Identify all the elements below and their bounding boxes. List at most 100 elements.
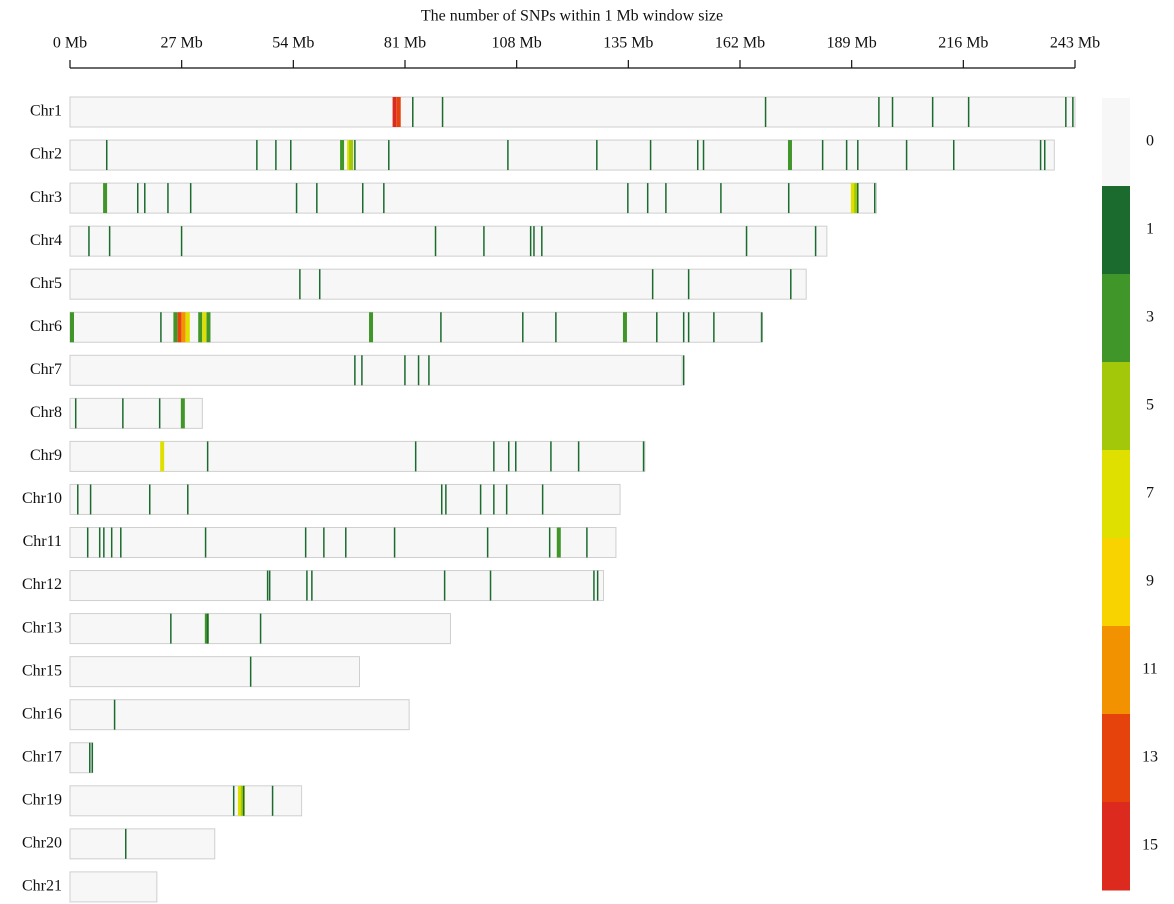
snp-window — [483, 226, 485, 257]
snp-window — [745, 226, 748, 257]
chromosome-label: Chr8 — [30, 404, 62, 421]
chromosome-label: Chr9 — [30, 447, 62, 464]
snp-window — [170, 613, 172, 644]
chromosome-bar — [69, 828, 216, 860]
snp-window — [479, 484, 482, 515]
snp-window — [206, 441, 209, 472]
snp-window — [952, 140, 955, 171]
snp-window — [687, 269, 690, 300]
chromosome-bar — [69, 527, 617, 558]
snp-window — [103, 527, 105, 558]
snp-window — [198, 312, 203, 343]
legend-label: 3 — [1146, 309, 1154, 326]
snp-window — [361, 355, 363, 386]
snp-window — [440, 484, 443, 515]
snp-window — [493, 441, 495, 472]
snp-window — [242, 785, 245, 816]
snp-window — [323, 527, 325, 558]
snp-window — [88, 226, 90, 257]
snp-window — [345, 527, 347, 558]
snp-window — [507, 140, 509, 171]
chromosome-label: Chr12 — [22, 576, 62, 593]
snp-window — [266, 570, 269, 601]
snp-window — [180, 226, 183, 257]
snp-window — [349, 140, 354, 171]
legend-label: 7 — [1146, 485, 1154, 502]
snp-window — [417, 355, 420, 386]
snp-window — [687, 312, 690, 343]
snp-window — [596, 140, 598, 171]
snp-window — [311, 570, 313, 601]
snp-window — [181, 312, 186, 343]
snp-window — [185, 312, 190, 343]
legend-label: 15 — [1142, 837, 1158, 854]
snp-window — [515, 441, 517, 472]
snp-window — [404, 355, 406, 386]
chromosome-label: Chr6 — [30, 318, 62, 335]
snp-window — [383, 183, 385, 214]
snp-window — [533, 226, 535, 257]
snp-window — [206, 312, 211, 343]
snp-window — [414, 441, 417, 472]
snp-window — [137, 183, 139, 214]
snp-window — [304, 527, 307, 558]
x-tick-label: 189 Mb — [827, 35, 877, 52]
snp-window — [696, 140, 699, 171]
snp-window — [845, 140, 848, 171]
snp-window — [586, 527, 588, 558]
chromosome-label: Chr1 — [30, 103, 62, 120]
snp-window — [354, 140, 356, 171]
chromosome-bar — [69, 397, 203, 429]
snp-window — [550, 441, 552, 472]
snp-window — [656, 312, 658, 343]
snp-window — [522, 312, 524, 343]
chromosome-label: Chr4 — [30, 232, 62, 249]
snp-window — [541, 484, 544, 515]
x-tick-label: 81 Mb — [384, 35, 426, 52]
snp-window — [489, 570, 492, 601]
snp-window — [187, 484, 189, 515]
snp-window — [761, 312, 763, 343]
snp-window — [271, 785, 274, 816]
snp-window — [665, 183, 667, 214]
snp-window — [204, 527, 207, 558]
snp-window — [821, 140, 824, 171]
snp-window — [125, 828, 127, 859]
snp-window — [108, 226, 111, 257]
snp-window — [440, 312, 442, 343]
snp-window — [814, 226, 817, 257]
snp-window — [713, 312, 715, 343]
snp-window — [202, 312, 207, 343]
snp-window — [486, 527, 489, 558]
snp-window — [593, 570, 595, 601]
snp-window — [144, 183, 146, 214]
snp-window — [120, 527, 122, 558]
legend-swatch — [1102, 626, 1130, 715]
chromosome-bar — [69, 139, 1055, 171]
snp-window — [857, 140, 859, 171]
snp-window — [720, 183, 722, 214]
x-tick-label: 135 Mb — [603, 35, 653, 52]
snp-window — [931, 97, 934, 127]
snp-window — [905, 140, 908, 171]
snp-window — [891, 97, 894, 127]
snp-window — [850, 183, 855, 214]
chromosome-label: Chr13 — [22, 619, 62, 636]
snp-window — [173, 312, 178, 343]
legend-swatch — [1102, 450, 1130, 539]
snp-window — [393, 527, 396, 558]
snp-window — [541, 226, 543, 257]
legend-label: 13 — [1142, 749, 1158, 766]
snp-window — [790, 269, 792, 300]
snp-window — [493, 484, 495, 515]
snp-window — [167, 183, 169, 214]
snp-window — [249, 656, 252, 687]
snp-window — [874, 183, 876, 214]
x-tick-label: 0 Mb — [53, 35, 87, 52]
chromosome-label: Chr16 — [22, 705, 62, 722]
snp-window — [627, 183, 629, 214]
snp-window — [649, 140, 652, 171]
x-tick-label: 216 Mb — [938, 35, 988, 52]
snp-window — [443, 570, 446, 601]
